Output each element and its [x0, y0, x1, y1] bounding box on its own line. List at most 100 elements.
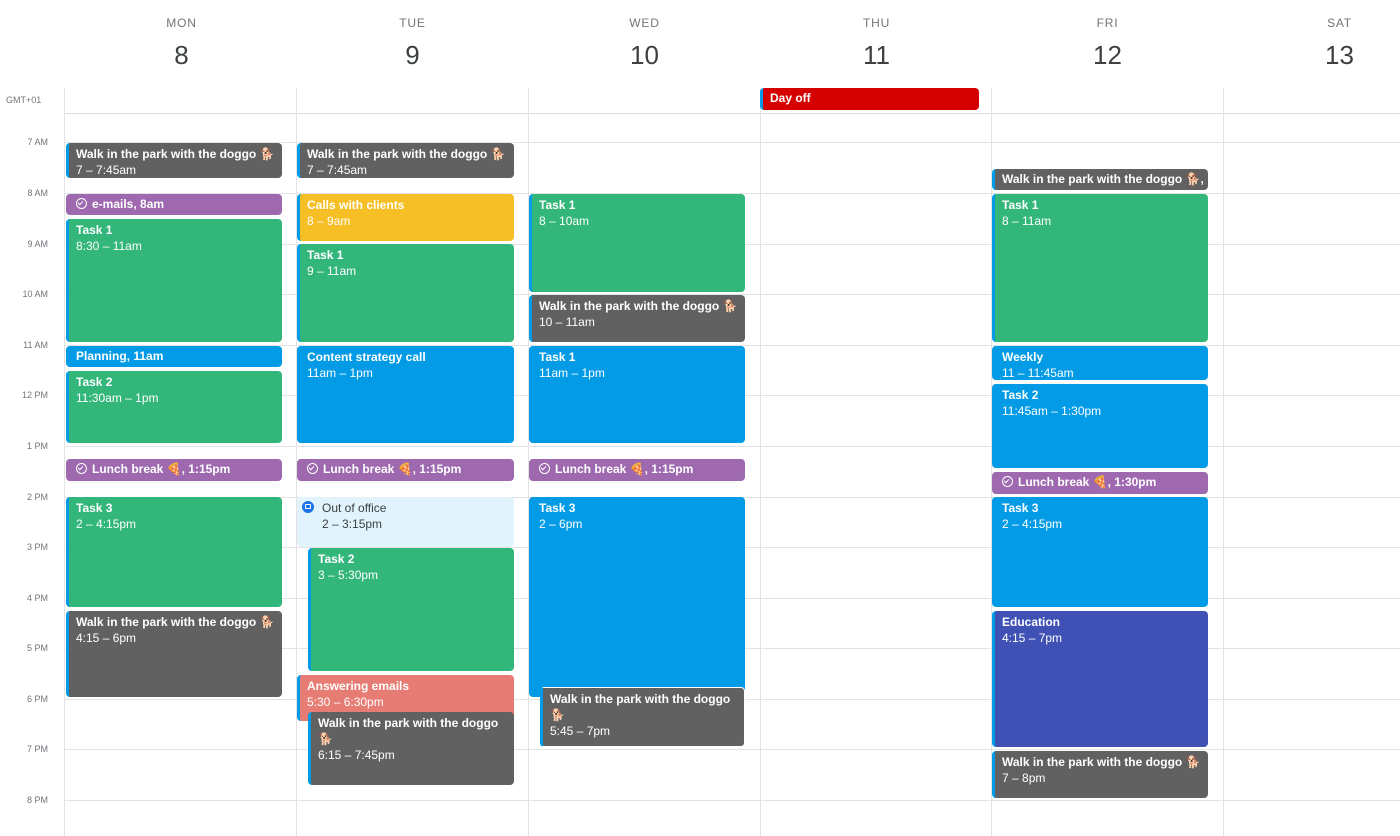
event-title: Lunch break 🍕, 1:15pm [323, 462, 462, 476]
grid-column-line [64, 88, 65, 836]
event-time: 7 – 8pm [1002, 771, 1046, 785]
event-time: 7 – 7:45am [76, 163, 137, 177]
hour-label: 11 AM [23, 340, 48, 350]
event-title: Walk in the park with the doggo 🐕, [1002, 172, 1204, 186]
hour-label: 12 PM [21, 390, 48, 400]
event-tue-walk-evening[interactable]: Walk in the park with the doggo 🐕 6:15 –… [308, 712, 514, 785]
event-fri-task3[interactable]: Task 3 2 – 4:15pm [992, 497, 1208, 607]
event-tue-task1[interactable]: Task 1 9 – 11am [297, 244, 514, 342]
event-fri-education[interactable]: Education 4:15 – 7pm [992, 611, 1208, 747]
event-title: Calls with clients [307, 198, 405, 212]
event-tue-out-of-office[interactable]: Out of office 2 – 3:15pm [297, 497, 514, 547]
event-wed-task3[interactable]: Task 3 2 – 6pm [529, 497, 745, 697]
event-time: 11am – 1pm [539, 366, 605, 380]
hour-label: 7 PM [26, 744, 48, 754]
event-title: Task 3 [76, 501, 113, 515]
task-tue-lunch[interactable]: Lunch break 🍕, 1:15pm [297, 459, 514, 481]
day-number[interactable]: 8 [174, 40, 189, 70]
event-title: Task 3 [1002, 501, 1039, 515]
event-fri-walk-evening[interactable]: Walk in the park with the doggo 🐕 7 – 8p… [992, 751, 1208, 798]
task-check-icon [76, 463, 87, 474]
event-fri-weekly[interactable]: Weekly 11 – 11:45am [992, 346, 1208, 380]
event-title: Planning, 11am [76, 349, 164, 363]
event-tue-walk-morning[interactable]: Walk in the park with the doggo 🐕 7 – 7:… [297, 143, 514, 178]
event-time: 5:45 – 7pm [550, 724, 611, 738]
allday-event-day-off[interactable]: Day off [760, 88, 979, 110]
event-wed-task1-morning[interactable]: Task 1 8 – 10am [529, 194, 745, 292]
day-header-tue[interactable]: TUE 9 [297, 0, 528, 86]
event-title: Task 1 [76, 223, 113, 237]
event-title: Walk in the park with the doggo 🐕 [1002, 755, 1201, 769]
day-of-week: SAT [1327, 16, 1352, 30]
event-time: 8 – 9am [307, 214, 351, 228]
task-mon-lunch[interactable]: Lunch break 🍕, 1:15pm [66, 459, 282, 481]
event-title: Lunch break 🍕, 1:15pm [92, 462, 231, 476]
task-fri-lunch[interactable]: Lunch break 🍕, 1:30pm [992, 472, 1208, 494]
grid-column-line [1223, 88, 1224, 836]
task-mon-emails[interactable]: e-mails, 8am [66, 194, 282, 215]
event-fri-task1[interactable]: Task 1 8 – 11am [992, 194, 1208, 342]
event-time: 8 – 10am [539, 214, 590, 228]
day-number[interactable]: 13 [1325, 40, 1354, 70]
day-header-thu[interactable]: THU 11 [761, 0, 992, 86]
day-header-fri[interactable]: FRI 12 [992, 0, 1223, 86]
all-day-separator [64, 113, 1400, 114]
event-time: 2 – 4:15pm [1002, 517, 1063, 531]
event-wed-walk-evening[interactable]: Walk in the park with the doggo 🐕 5:45 –… [540, 687, 745, 747]
hour-label: 10 AM [22, 289, 48, 299]
event-title: Walk in the park with the doggo 🐕 [318, 716, 499, 746]
event-title: e-mails, 8am [92, 197, 165, 211]
event-title: Task 3 [539, 501, 576, 515]
task-check-icon [1002, 476, 1013, 487]
event-fri-task2[interactable]: Task 2 11:45am – 1:30pm [992, 384, 1208, 468]
event-mon-walk-morning[interactable]: Walk in the park with the doggo 🐕 7 – 7:… [66, 143, 282, 178]
event-time: 11:30am – 1pm [76, 391, 159, 405]
event-title: Walk in the park with the doggo 🐕 [76, 147, 275, 161]
hour-label: 7 AM [27, 137, 48, 147]
event-mon-task2[interactable]: Task 2 11:30am – 1pm [66, 371, 282, 443]
event-time: 11am – 1pm [307, 366, 373, 380]
day-header-sat[interactable]: SAT 13 [1224, 0, 1400, 86]
day-header-wed[interactable]: WED 10 [529, 0, 760, 86]
grid-hour-line [64, 345, 1400, 346]
event-wed-task1-midday[interactable]: Task 1 11am – 1pm [529, 346, 745, 443]
event-mon-task3[interactable]: Task 3 2 – 4:15pm [66, 497, 282, 607]
event-mon-planning[interactable]: Planning, 11am [66, 346, 282, 367]
event-time: 5:30 – 6:30pm [307, 695, 384, 709]
grid-hour-line [64, 800, 1400, 801]
day-of-week: FRI [1096, 16, 1119, 30]
event-fri-walk-morning[interactable]: Walk in the park with the doggo 🐕, [992, 169, 1208, 190]
event-title: Task 2 [76, 375, 113, 389]
event-tue-calls[interactable]: Calls with clients 8 – 9am [297, 194, 514, 241]
event-title: Lunch break 🍕, 1:15pm [555, 462, 694, 476]
event-time: 11 – 11:45am [1002, 366, 1074, 380]
grid-hour-line [64, 142, 1400, 143]
event-time: 10 – 11am [539, 315, 595, 329]
hour-label: 9 AM [27, 239, 48, 249]
hour-label: 8 PM [26, 795, 48, 805]
event-mon-task1[interactable]: Task 1 8:30 – 11am [66, 219, 282, 342]
day-header-mon[interactable]: MON 8 [66, 0, 297, 86]
event-title: Walk in the park with the doggo 🐕 [550, 692, 731, 722]
event-tue-task2[interactable]: Task 2 3 – 5:30pm [308, 548, 514, 671]
day-number[interactable]: 11 [863, 40, 890, 70]
day-number[interactable]: 9 [405, 40, 420, 70]
event-wed-walk-morning[interactable]: Walk in the park with the doggo 🐕 10 – 1… [529, 295, 745, 342]
day-number[interactable]: 10 [630, 40, 659, 70]
event-title: Task 1 [539, 198, 576, 212]
hour-label: 4 PM [26, 593, 48, 603]
grid-hour-line [64, 749, 1400, 750]
event-time: 2 – 3:15pm [322, 517, 383, 531]
event-title: Education [1002, 615, 1061, 629]
event-time: 7 – 7:45am [307, 163, 368, 177]
grid-column-line [760, 88, 761, 836]
day-number[interactable]: 12 [1093, 40, 1122, 70]
hour-label: 8 AM [27, 188, 48, 198]
task-wed-lunch[interactable]: Lunch break 🍕, 1:15pm [529, 459, 745, 481]
day-of-week: WED [629, 16, 660, 30]
event-mon-walk-evening[interactable]: Walk in the park with the doggo 🐕 4:15 –… [66, 611, 282, 697]
event-title: Task 2 [1002, 388, 1039, 402]
event-tue-content-strategy[interactable]: Content strategy call 11am – 1pm [297, 346, 514, 443]
hour-label: 3 PM [26, 542, 48, 552]
grid-column-line [528, 88, 529, 836]
